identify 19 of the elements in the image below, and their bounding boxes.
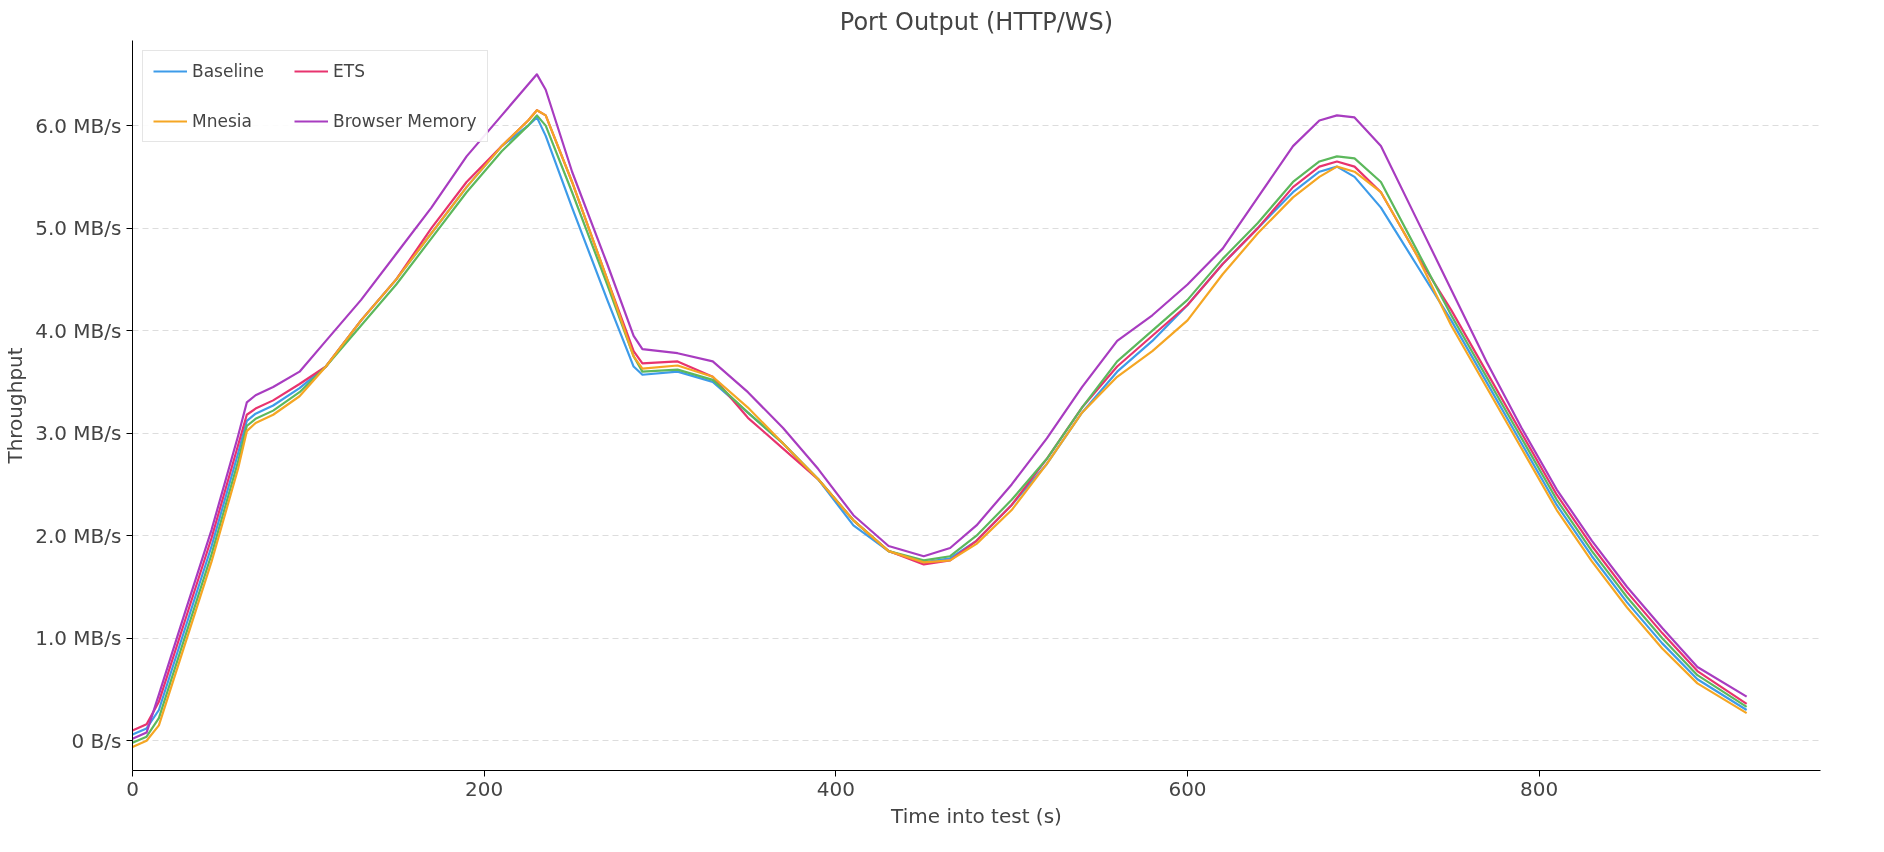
y-tick-label: 0 B/s — [71, 728, 122, 753]
y-tick-label: 5.0 MB/s — [35, 216, 122, 241]
y-tick-label: 1.0 MB/s — [35, 626, 122, 651]
y-tick-label: 6.0 MB/s — [35, 113, 122, 138]
y-tick-label: 2.0 MB/s — [35, 523, 122, 548]
x-tick-label: 0 — [126, 776, 139, 801]
legend-label: Browser Memory — [333, 111, 477, 131]
y-tick-label: 4.0 MB/s — [35, 318, 122, 343]
x-tick-label: 600 — [1168, 776, 1207, 801]
legend-label: ETS — [333, 61, 365, 81]
x-tick-label: 400 — [816, 776, 855, 801]
x-axis-title: Time into test (s) — [890, 803, 1062, 828]
chart-title: Port Output (HTTP/WS) — [839, 7, 1114, 36]
y-tick-label: 3.0 MB/s — [35, 421, 122, 446]
x-tick-label: 800 — [1520, 776, 1559, 801]
legend-label: Baseline — [192, 61, 265, 81]
legend-label: Mnesia — [192, 111, 252, 131]
y-axis-title: Throughput — [3, 347, 28, 465]
x-tick-label: 200 — [465, 776, 504, 801]
